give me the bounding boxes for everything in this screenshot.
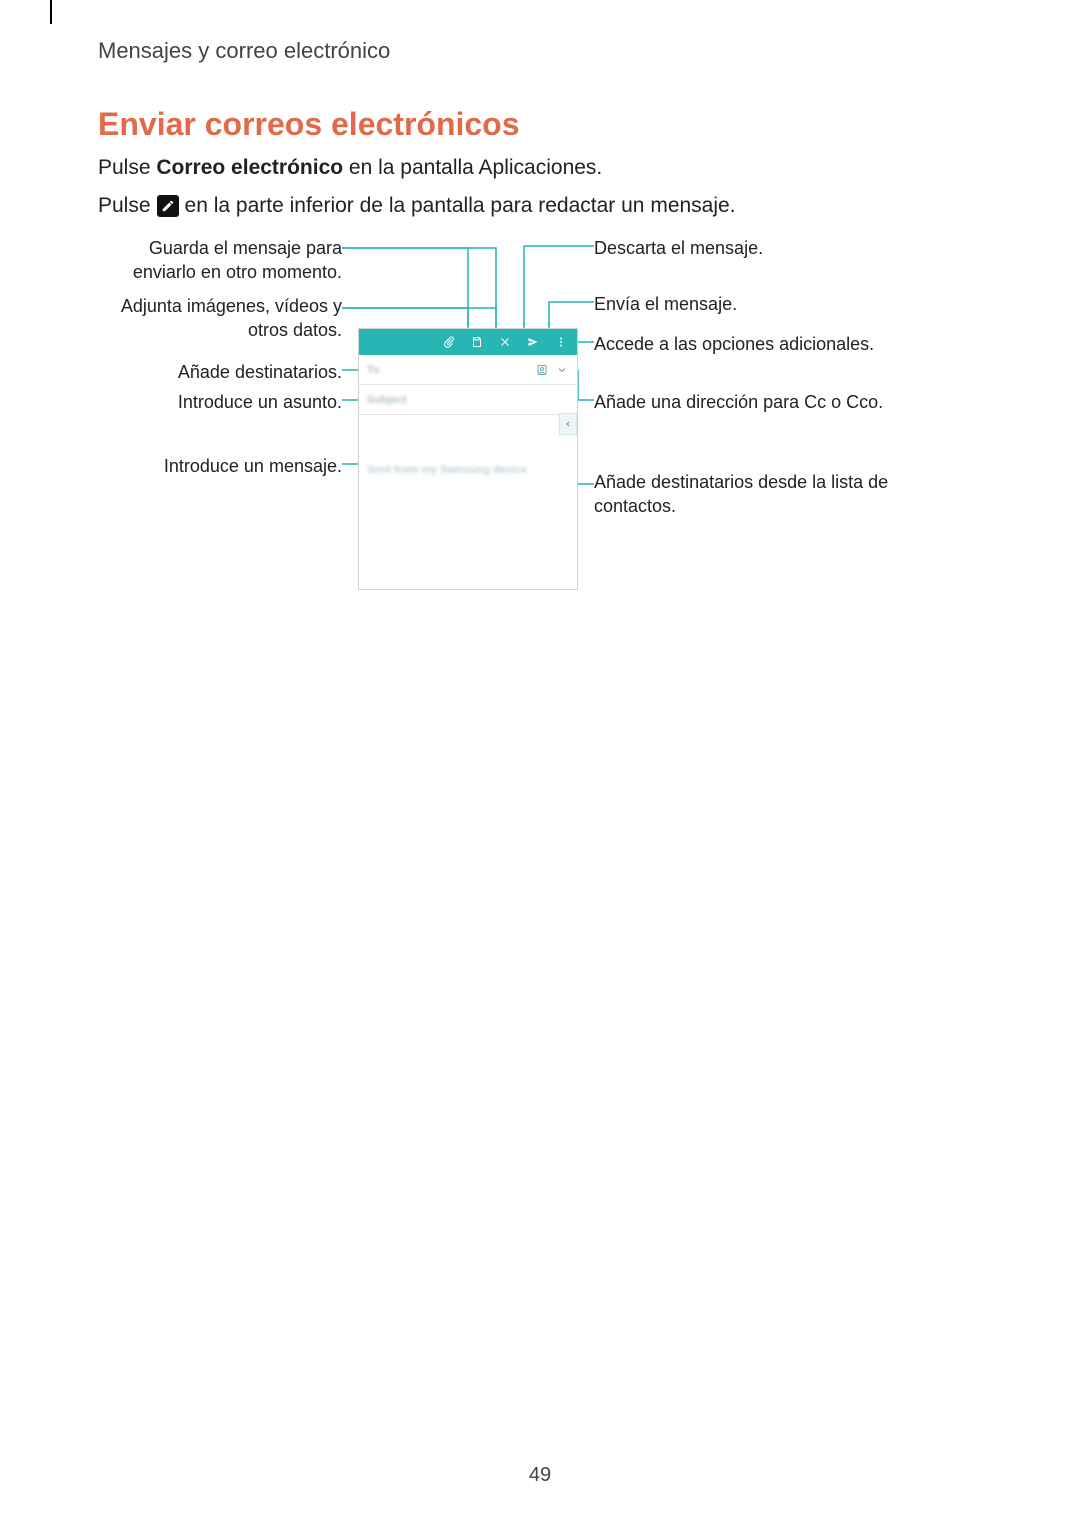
subject-placeholder: Subject — [367, 394, 407, 406]
para2-post: en la parte inferior de la pantalla para… — [185, 194, 736, 218]
label-attach: Adjunta imágenes, vídeos y otros datos. — [98, 294, 342, 343]
expand-panel-icon[interactable] — [559, 413, 577, 435]
compose-diagram: Guarda el mensaje para enviarlo en otro … — [98, 230, 982, 610]
more-icon[interactable] — [555, 336, 567, 348]
compose-appbar — [359, 329, 577, 355]
label-contacts: Añade destinatarios desde la lista de co… — [594, 470, 974, 519]
send-icon[interactable] — [527, 336, 539, 348]
to-row[interactable]: To — [359, 355, 577, 385]
chevron-down-icon[interactable] — [555, 363, 569, 377]
page-number: 49 — [0, 1464, 1080, 1487]
para1-pre: Pulse — [98, 156, 156, 179]
para2-pre: Pulse — [98, 194, 151, 218]
body-placeholder: Sent from my Samsung device — [367, 464, 527, 476]
save-icon[interactable] — [471, 336, 483, 348]
label-more: Accede a las opciones adicionales. — [594, 332, 974, 356]
label-subject: Introduce un asunto. — [98, 390, 342, 414]
contact-icon[interactable] — [535, 363, 549, 377]
to-placeholder: To — [367, 364, 380, 376]
para1-bold: Correo electrónico — [156, 156, 343, 179]
phone-mock: To Subject Sent from — [358, 328, 578, 590]
breadcrumb: Mensajes y correo electrónico — [98, 38, 390, 64]
label-cc: Añade una dirección para Cc o Cco. — [594, 390, 974, 414]
section-rule — [50, 0, 52, 24]
label-body: Introduce un mensaje. — [98, 454, 342, 478]
paragraph-2: Pulse en la parte inferior de la pantall… — [98, 194, 736, 218]
label-to: Añade destinatarios. — [98, 360, 342, 384]
attach-icon[interactable] — [443, 336, 455, 348]
close-icon[interactable] — [499, 336, 511, 348]
compose-icon — [157, 195, 179, 217]
compose-fields: To Subject — [359, 355, 577, 415]
label-discard: Descarta el mensaje. — [594, 236, 974, 260]
subject-row[interactable]: Subject — [359, 385, 577, 415]
label-save: Guarda el mensaje para enviarlo en otro … — [98, 236, 342, 285]
paragraph-1: Pulse Correo electrónico en la pantalla … — [98, 156, 602, 180]
page-title: Enviar correos electrónicos — [98, 106, 520, 143]
label-send: Envía el mensaje. — [594, 292, 974, 316]
para1-post: en la pantalla Aplicaciones. — [343, 156, 602, 179]
